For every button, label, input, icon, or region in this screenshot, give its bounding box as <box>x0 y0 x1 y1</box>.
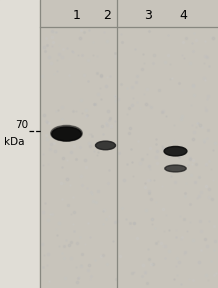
Text: 3: 3 <box>144 9 152 22</box>
Text: kDa: kDa <box>4 137 25 147</box>
Ellipse shape <box>164 147 187 156</box>
Bar <box>0 0 40 288</box>
Ellipse shape <box>51 126 82 141</box>
Bar <box>40 0 218 288</box>
Text: 1: 1 <box>72 9 80 22</box>
Text: 70: 70 <box>15 120 28 130</box>
Ellipse shape <box>52 127 81 141</box>
Text: 4: 4 <box>179 9 187 22</box>
Text: 2: 2 <box>103 9 111 22</box>
Ellipse shape <box>165 165 186 172</box>
Ellipse shape <box>95 141 116 150</box>
